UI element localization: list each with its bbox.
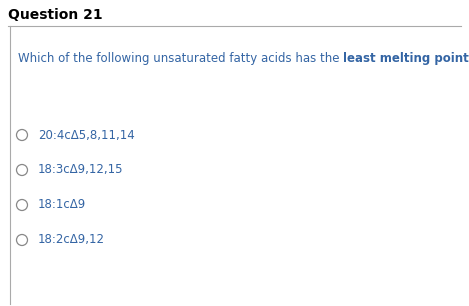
Text: least melting point?: least melting point? bbox=[343, 52, 469, 65]
Text: 20:4cΔ5,8,11,14: 20:4cΔ5,8,11,14 bbox=[38, 129, 135, 141]
Text: 18:1cΔ9: 18:1cΔ9 bbox=[38, 199, 86, 211]
Text: 18:3cΔ9,12,15: 18:3cΔ9,12,15 bbox=[38, 163, 123, 177]
Text: 18:2cΔ9,12: 18:2cΔ9,12 bbox=[38, 233, 105, 247]
Text: Question 21: Question 21 bbox=[8, 8, 103, 22]
Text: Which of the following unsaturated fatty acids has the: Which of the following unsaturated fatty… bbox=[18, 52, 343, 65]
